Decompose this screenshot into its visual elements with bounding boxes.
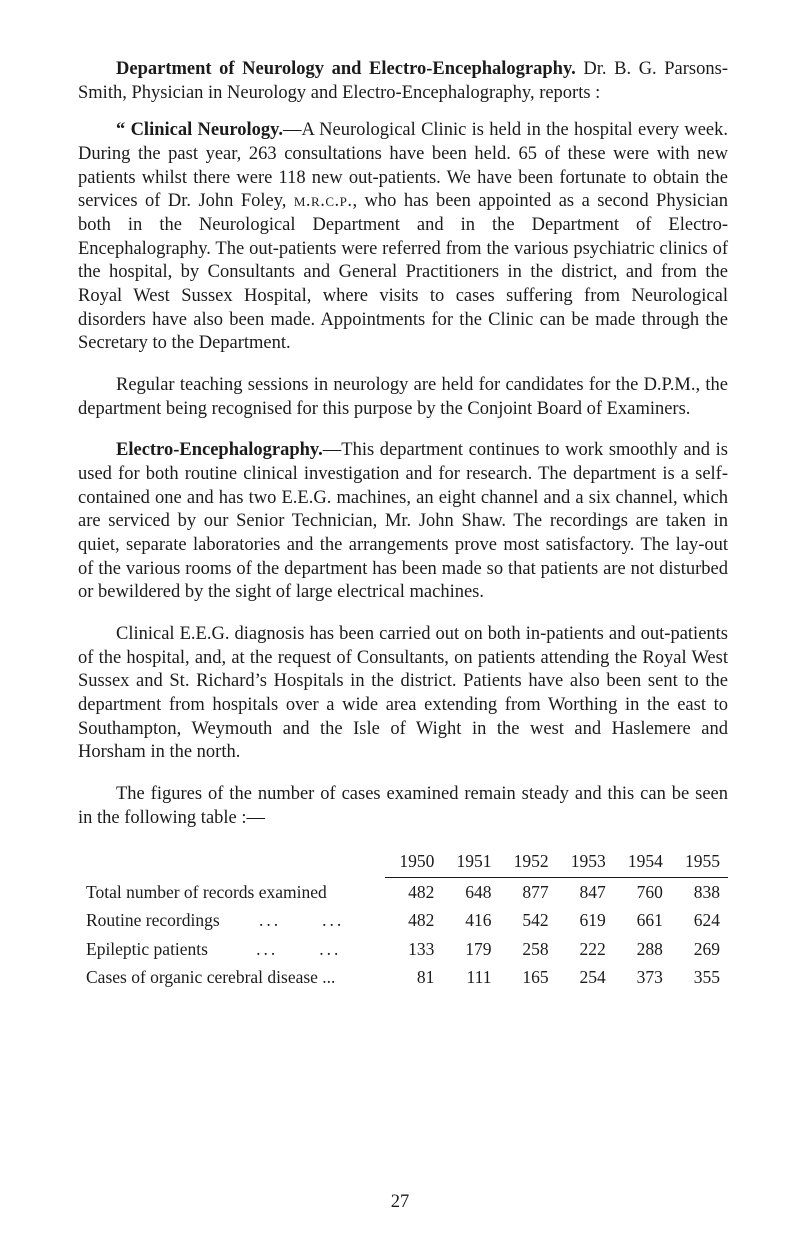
para-diagnosis: Clinical E.E.G. diagnosis has been carri…	[78, 623, 728, 765]
cell: 133	[385, 935, 442, 963]
cell: 269	[671, 935, 728, 963]
lead-eeg: Electro-Encephalography.	[116, 440, 323, 460]
cell: 482	[385, 877, 442, 906]
row-label: Routine recordings ... ...	[78, 906, 385, 934]
cell: 81	[385, 963, 442, 991]
p2-part2: , who has been appointed as a second Phy…	[78, 191, 728, 353]
cell: 416	[442, 906, 499, 934]
table-row: Routine recordings ... ... 482 416 542 6…	[78, 906, 728, 934]
dots: ... ...	[256, 939, 341, 959]
cell: 355	[671, 963, 728, 991]
row-label: Total number of records examined	[78, 877, 385, 906]
cell: 619	[557, 906, 614, 934]
th-year: 1955	[671, 848, 728, 877]
cell: 838	[671, 877, 728, 906]
lead-clinical: “ Clinical Neurology.	[116, 120, 283, 140]
cell: 624	[671, 906, 728, 934]
cell: 877	[499, 877, 556, 906]
cases-table: 1950 1951 1952 1953 1954 1955 Total numb…	[78, 848, 728, 991]
heading-dept: Department of Neurology and Electro-Ence…	[116, 59, 576, 79]
th-year: 1954	[614, 848, 671, 877]
cell: 760	[614, 877, 671, 906]
th-year: 1951	[442, 848, 499, 877]
cell: 288	[614, 935, 671, 963]
cell: 111	[442, 963, 499, 991]
page-number: 27	[0, 1191, 800, 1215]
row-label: Epileptic patients ... ...	[78, 935, 385, 963]
th-year: 1952	[499, 848, 556, 877]
row-label-text: Epileptic patients	[86, 939, 208, 959]
table-row: Epileptic patients ... ... 133 179 258 2…	[78, 935, 728, 963]
para-teaching: Regular teaching sessions in neurology a…	[78, 374, 728, 421]
cell: 482	[385, 906, 442, 934]
cell: 254	[557, 963, 614, 991]
th-blank	[78, 848, 385, 877]
cell: 661	[614, 906, 671, 934]
para-clinical-neurology: “ Clinical Neurology.—A Neurological Cli…	[78, 119, 728, 356]
cell: 165	[499, 963, 556, 991]
cell: 847	[557, 877, 614, 906]
para-figures-intro: The figures of the number of cases exami…	[78, 783, 728, 830]
para-dept-heading: Department of Neurology and Electro-Ence…	[78, 58, 728, 105]
th-year: 1950	[385, 848, 442, 877]
table-row: Total number of records examined 482 648…	[78, 877, 728, 906]
cell: 648	[442, 877, 499, 906]
table-header-row: 1950 1951 1952 1953 1954 1955	[78, 848, 728, 877]
para-eeg: Electro-Encephalography.—This department…	[78, 439, 728, 605]
row-label-text: Routine recordings	[86, 910, 220, 930]
p4-rest: —This department continues to work smoot…	[78, 440, 728, 602]
row-label: Cases of organic cerebral disease ...	[78, 963, 385, 991]
th-year: 1953	[557, 848, 614, 877]
cell: 222	[557, 935, 614, 963]
cell: 373	[614, 963, 671, 991]
dots: ... ...	[259, 910, 344, 930]
cell: 542	[499, 906, 556, 934]
p2-smallcaps: m.r.c.p.	[294, 191, 353, 211]
table-row: Cases of organic cerebral disease ... 81…	[78, 963, 728, 991]
cell: 258	[499, 935, 556, 963]
cell: 179	[442, 935, 499, 963]
